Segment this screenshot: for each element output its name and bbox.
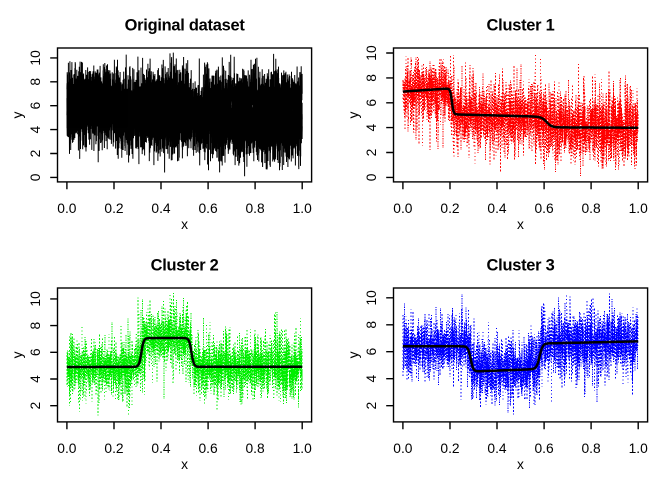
svg-text:x: x — [181, 457, 188, 472]
svg-text:0.2: 0.2 — [440, 201, 459, 216]
svg-text:0: 0 — [28, 173, 43, 181]
svg-text:0.4: 0.4 — [151, 441, 171, 456]
svg-text:10: 10 — [364, 45, 379, 61]
svg-text:0.8: 0.8 — [582, 441, 602, 456]
svg-text:1.0: 1.0 — [629, 441, 649, 456]
svg-text:Cluster 1: Cluster 1 — [487, 17, 555, 35]
svg-text:Original dataset: Original dataset — [125, 17, 246, 35]
svg-text:0.2: 0.2 — [104, 441, 123, 456]
svg-text:x: x — [517, 457, 524, 472]
svg-text:y: y — [346, 351, 361, 358]
svg-text:4: 4 — [364, 123, 379, 131]
svg-text:y: y — [346, 111, 361, 118]
svg-text:x: x — [181, 217, 188, 232]
svg-text:8: 8 — [364, 74, 379, 82]
svg-text:0.0: 0.0 — [57, 441, 77, 456]
svg-text:4: 4 — [28, 375, 43, 383]
svg-text:0.2: 0.2 — [440, 441, 459, 456]
svg-text:1.0: 1.0 — [629, 201, 649, 216]
svg-text:8: 8 — [364, 321, 379, 329]
svg-text:0.8: 0.8 — [246, 201, 266, 216]
svg-text:4: 4 — [364, 375, 379, 383]
svg-text:6: 6 — [28, 348, 43, 356]
svg-text:8: 8 — [28, 78, 43, 86]
svg-text:10: 10 — [28, 50, 43, 66]
svg-text:8: 8 — [28, 321, 43, 329]
svg-text:0.6: 0.6 — [199, 441, 219, 456]
svg-text:y: y — [10, 351, 25, 358]
svg-text:6: 6 — [364, 348, 379, 356]
svg-text:0.0: 0.0 — [393, 441, 413, 456]
svg-text:2: 2 — [28, 150, 43, 158]
svg-text:10: 10 — [364, 290, 379, 306]
svg-text:2: 2 — [28, 402, 43, 410]
svg-text:6: 6 — [364, 99, 379, 107]
svg-text:x: x — [517, 217, 524, 232]
svg-text:0.6: 0.6 — [535, 441, 555, 456]
svg-text:2: 2 — [364, 149, 379, 157]
svg-text:0.4: 0.4 — [151, 201, 171, 216]
svg-text:1.0: 1.0 — [293, 441, 313, 456]
svg-text:0.2: 0.2 — [104, 201, 123, 216]
svg-text:y: y — [10, 111, 25, 118]
svg-text:Cluster 2: Cluster 2 — [151, 257, 219, 275]
svg-text:6: 6 — [28, 102, 43, 110]
svg-text:0.6: 0.6 — [199, 201, 219, 216]
svg-text:10: 10 — [28, 291, 43, 307]
svg-text:0.4: 0.4 — [487, 441, 507, 456]
svg-text:0.8: 0.8 — [582, 201, 602, 216]
svg-text:1.0: 1.0 — [293, 201, 313, 216]
svg-text:0.8: 0.8 — [246, 441, 266, 456]
svg-text:2: 2 — [364, 402, 379, 410]
svg-text:0: 0 — [364, 173, 379, 181]
svg-text:0.6: 0.6 — [535, 201, 555, 216]
svg-text:0.0: 0.0 — [57, 201, 77, 216]
svg-text:0.4: 0.4 — [487, 201, 507, 216]
svg-text:Cluster 3: Cluster 3 — [487, 257, 555, 275]
svg-text:4: 4 — [28, 125, 43, 133]
svg-text:0.0: 0.0 — [393, 201, 413, 216]
